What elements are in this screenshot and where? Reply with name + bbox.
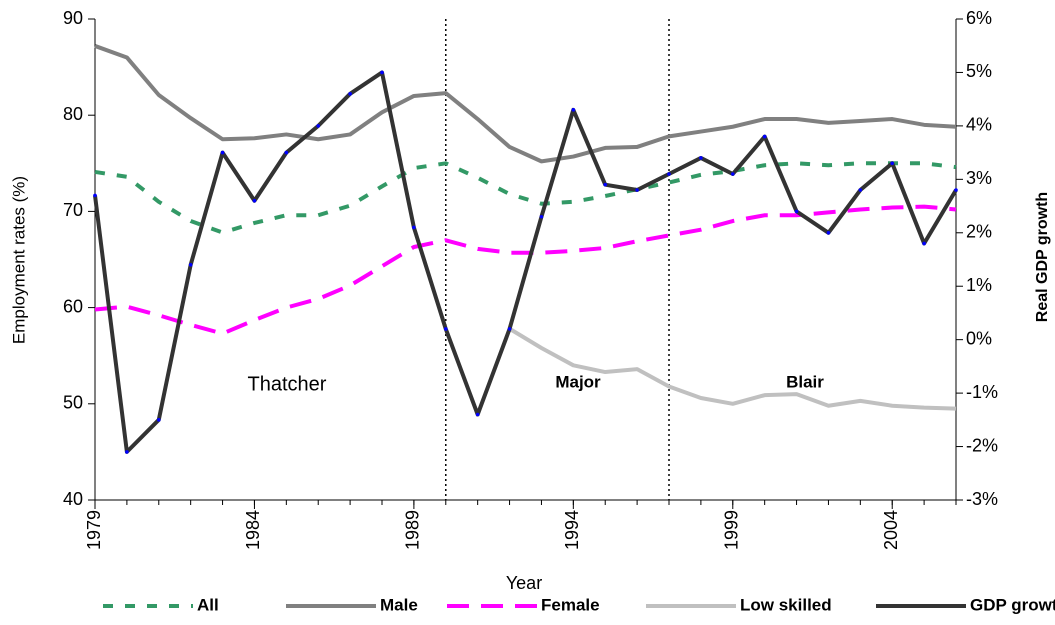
- point-marker: [348, 92, 352, 96]
- y-tick-label: 70: [63, 200, 83, 220]
- point-marker: [635, 188, 639, 192]
- legend-item: Female: [447, 595, 600, 614]
- legend-label: All: [197, 595, 219, 614]
- annotation: Thatcher: [248, 373, 327, 395]
- x-tick-label: 1989: [403, 510, 423, 550]
- point-marker: [125, 450, 129, 454]
- y2-tick-label: -2%: [966, 435, 998, 455]
- point-marker: [858, 188, 863, 192]
- y2-tick-label: 4%: [966, 115, 992, 135]
- y-tick-label: 50: [63, 393, 83, 413]
- annotation: Blair: [786, 372, 824, 391]
- point-marker: [443, 327, 448, 331]
- y2-tick-label: 5%: [966, 61, 992, 81]
- point-marker: [93, 193, 97, 198]
- point-marker: [699, 156, 703, 160]
- point-marker: [220, 150, 225, 155]
- series-line: [508, 327, 957, 411]
- point-marker: [188, 263, 193, 267]
- point-marker: [380, 70, 384, 75]
- legend-label: Low skilled: [740, 595, 832, 614]
- point-marker: [571, 108, 576, 112]
- y-tick-label: 40: [63, 489, 83, 509]
- legend-label: Male: [380, 595, 418, 614]
- y2-tick-label: 1%: [966, 275, 992, 295]
- y2-tick-label: -3%: [966, 489, 998, 509]
- x-tick-label: 1994: [562, 510, 582, 550]
- point-marker: [316, 124, 321, 128]
- legend-item: GDP growth: [876, 595, 1055, 614]
- point-marker: [539, 214, 544, 219]
- legend-item: Male: [286, 595, 418, 614]
- point-marker: [603, 182, 608, 187]
- point-marker: [762, 134, 767, 139]
- point-marker: [730, 172, 735, 176]
- series-line: [94, 161, 957, 235]
- legend-item: All: [103, 595, 219, 614]
- point-marker: [475, 412, 480, 417]
- annotation: Major: [555, 372, 601, 391]
- y-tick-label: 90: [63, 8, 83, 28]
- point-marker: [156, 418, 161, 422]
- y-axis-title: Employment rates (%): [9, 176, 28, 344]
- legend-label: Female: [541, 595, 600, 614]
- legend-item: Low skilled: [646, 595, 832, 614]
- y2-tick-label: 0%: [966, 328, 992, 348]
- series-line: [94, 44, 957, 164]
- x-tick-label: 1999: [722, 510, 742, 550]
- x-tick-label: 1984: [243, 510, 263, 550]
- y-tick-label: 80: [63, 104, 83, 124]
- x-tick-label: 2004: [881, 510, 901, 550]
- y2-tick-label: 3%: [966, 168, 992, 188]
- point-marker: [922, 241, 926, 246]
- point-marker: [890, 161, 895, 166]
- point-marker: [507, 327, 512, 331]
- point-marker: [284, 150, 289, 155]
- y2-tick-label: 6%: [966, 8, 992, 28]
- point-marker: [954, 188, 958, 192]
- y2-axis-title: Real GDP growth: [1034, 192, 1051, 322]
- point-marker: [252, 198, 257, 203]
- y2-tick-label: -1%: [966, 382, 998, 402]
- series-line: [93, 70, 958, 454]
- y2-tick-label: 2%: [966, 222, 992, 242]
- point-marker: [794, 209, 799, 214]
- point-marker: [412, 225, 416, 230]
- point-marker: [667, 172, 671, 176]
- point-marker: [826, 230, 831, 235]
- legend-label: GDP growth: [970, 595, 1055, 614]
- x-axis-title: Year: [506, 573, 542, 593]
- y-tick-label: 60: [63, 296, 83, 316]
- series-line: [94, 204, 957, 336]
- x-tick-label: 1979: [84, 510, 104, 550]
